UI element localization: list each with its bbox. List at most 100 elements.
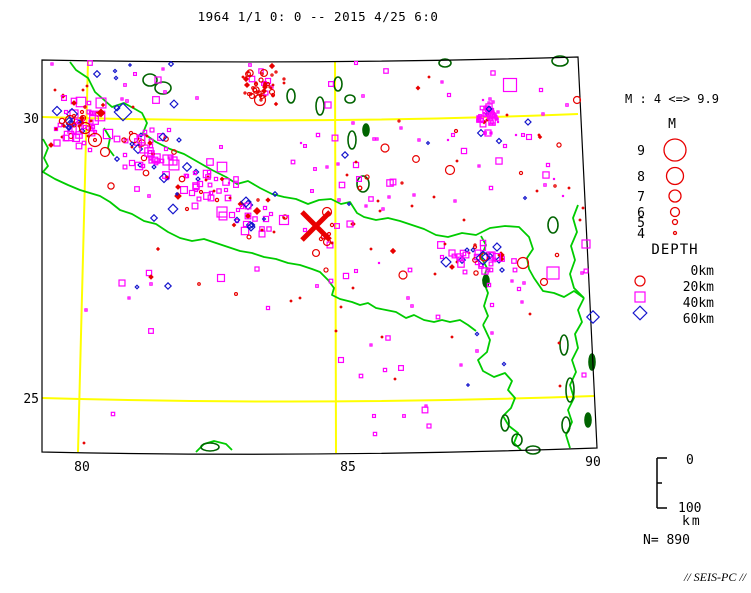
epicenter-marker	[357, 185, 363, 191]
epicenter-marker	[167, 60, 175, 68]
epicenter-marker	[492, 122, 496, 126]
epicenter-marker	[553, 184, 557, 188]
epicenter-marker	[198, 189, 204, 195]
epicenter-marker	[561, 194, 565, 198]
epicenter-marker	[246, 91, 252, 97]
epicenter-marker	[151, 164, 157, 170]
epicenter-marker	[351, 286, 355, 290]
epicenter-marker	[377, 261, 381, 265]
epicenter-marker	[216, 273, 226, 283]
epicenter-marker	[538, 87, 544, 93]
epicenter-marker	[488, 261, 494, 267]
epicenter-marker	[380, 143, 390, 153]
epicenter-marker	[233, 291, 239, 297]
epicenter-marker	[354, 160, 358, 164]
epicenter-marker	[147, 140, 153, 146]
epicenter-marker	[572, 95, 582, 105]
epicenter-marker	[79, 115, 85, 121]
epicenter-marker	[499, 267, 505, 273]
epicenter-marker	[77, 119, 85, 127]
epicenter-marker	[65, 107, 79, 121]
epicenter-marker	[368, 196, 374, 202]
epicenter-marker	[63, 109, 69, 115]
depth-row-label: 0km	[691, 264, 715, 279]
epicenter-marker	[389, 247, 397, 255]
epicenter-marker	[440, 256, 452, 268]
epicenter-marker	[131, 105, 135, 109]
epicenter-marker	[166, 127, 172, 133]
epicenter-marker	[369, 247, 373, 251]
epicenter-marker	[512, 267, 518, 273]
water-body	[286, 88, 296, 104]
epicenter-marker	[134, 161, 144, 171]
epicenter-marker	[246, 222, 256, 232]
magnitude-row-label: 7	[637, 190, 645, 205]
epicenter-marker	[433, 272, 437, 276]
map-frame-outline	[41, 56, 598, 455]
epicenter-marker	[449, 264, 455, 270]
epicenter-marker	[524, 118, 532, 126]
epicenter-marker	[475, 250, 491, 266]
epicenter-marker	[353, 268, 359, 274]
epicenter-marker	[383, 68, 389, 74]
plot-title: 1964 1/1 0: 0 -- 2015 4/25 6:0	[198, 9, 439, 24]
magnitude-row-label: 6	[637, 206, 645, 221]
epicenter-marker	[282, 216, 286, 220]
epicenter-marker	[100, 102, 106, 108]
epicenter-marker	[258, 77, 264, 83]
epicenter-marker	[92, 137, 98, 143]
water-body	[333, 76, 343, 92]
epicenter-marker	[83, 105, 87, 109]
water-body	[561, 416, 571, 434]
epicenter-marker	[123, 83, 127, 87]
magnitude-row-circle	[663, 138, 687, 162]
epicenter-marker	[235, 207, 241, 213]
epicenter-marker	[204, 178, 208, 182]
epicenter-marker	[477, 115, 481, 119]
epicenter-marker	[134, 186, 140, 192]
epicenter-marker	[142, 169, 150, 177]
epicenter-marker	[136, 134, 146, 144]
epicenter-marker	[175, 184, 181, 190]
distance-scale: 0 100 km	[656, 453, 701, 529]
map-plot-area[interactable]	[42, 57, 597, 453]
epicenter-marker	[479, 105, 485, 111]
epicenter-marker	[537, 134, 543, 140]
epicenter-marker	[216, 188, 222, 194]
epicenter-marker	[242, 220, 250, 228]
epicenter-marker	[89, 119, 93, 123]
epicenter-marker	[481, 267, 489, 275]
epicenter-marker	[129, 141, 135, 147]
epicenter-marker	[271, 83, 275, 87]
magnitude-row-label: 9	[637, 144, 645, 159]
epicenter-marker	[337, 198, 341, 202]
epicenter-marker	[369, 343, 373, 347]
epicenter-marker	[149, 127, 155, 133]
epicenter-marker	[85, 84, 89, 88]
epicenter-marker	[446, 138, 450, 142]
epicenter-marker	[145, 134, 149, 138]
epicenter-marker	[264, 77, 272, 85]
mainshock-x-marker	[300, 210, 332, 242]
epicenter-marker	[499, 256, 505, 262]
epicenter-marker	[479, 239, 487, 247]
epicenter-marker	[176, 137, 182, 143]
lat-axis-label: 25	[23, 392, 39, 407]
epicenter-marker	[557, 341, 561, 345]
water-body	[511, 433, 523, 447]
earthquake-epicenters	[48, 60, 601, 445]
epicenter-marker	[381, 207, 385, 211]
epicenter-marker	[269, 86, 273, 90]
epicenter-marker	[87, 60, 93, 66]
epicenter-marker	[490, 331, 494, 335]
epicenter-marker	[261, 216, 267, 222]
epicenter-marker	[206, 158, 214, 166]
epicenter-marker	[163, 281, 173, 291]
epicenter-marker	[265, 305, 271, 311]
epicenter-marker	[581, 206, 585, 210]
epicenter-marker	[147, 194, 151, 198]
epicenter-marker	[634, 275, 646, 287]
epicenter-marker	[233, 176, 239, 182]
epicenter-marker	[380, 335, 384, 339]
